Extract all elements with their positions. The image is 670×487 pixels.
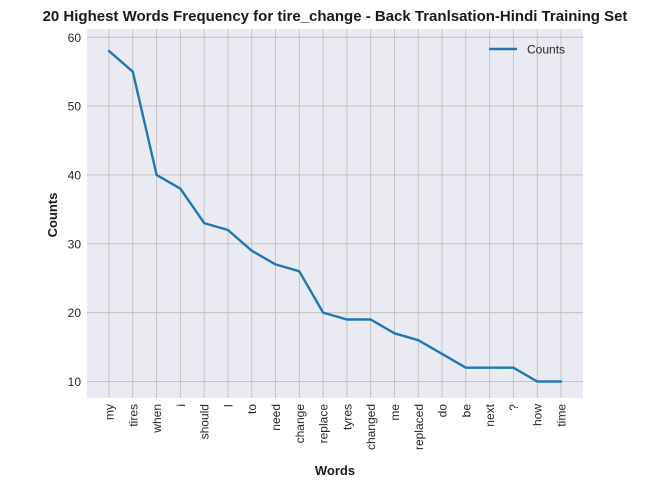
y-tick-label: 20 xyxy=(68,306,82,320)
plot-area xyxy=(87,29,583,398)
x-tick-label: ? xyxy=(507,404,521,411)
series-line-counts xyxy=(107,49,563,383)
x-tick-label: to xyxy=(245,404,259,414)
x-tick-label: my xyxy=(103,404,117,420)
y-tick-label: 50 xyxy=(68,100,82,114)
chart-title: 20 Highest Words Frequency for tire_chan… xyxy=(43,8,628,25)
y-tick-label: 10 xyxy=(68,375,82,389)
x-tick-label: next xyxy=(483,403,497,426)
x-tick-label: need xyxy=(269,404,283,431)
x-tick-label: when xyxy=(150,404,164,434)
series-layer xyxy=(107,49,563,383)
x-tick-label: be xyxy=(459,404,473,418)
x-tick-label: I xyxy=(221,404,235,407)
x-tick-label: do xyxy=(436,404,450,418)
legend-label: Counts xyxy=(527,43,565,57)
x-tick-label: should xyxy=(198,404,212,439)
x-axis-label: Words xyxy=(315,463,355,478)
y-tick-label: 40 xyxy=(68,168,82,182)
y-axis-ticks: 10 20 30 40 50 60 xyxy=(68,31,82,389)
x-tick-label: tyres xyxy=(340,404,354,430)
y-tick-label: 30 xyxy=(68,237,82,251)
x-tick-label: time xyxy=(555,404,569,427)
y-axis-label: Counts xyxy=(45,193,60,238)
y-tick-label: 60 xyxy=(68,31,82,45)
x-tick-label: changed xyxy=(364,404,378,450)
x-tick-label: me xyxy=(388,404,402,421)
x-tick-label: i xyxy=(174,404,188,407)
x-tick-label: change xyxy=(293,404,307,444)
x-tick-label: how xyxy=(531,404,545,426)
x-tick-label: replaced xyxy=(412,404,426,450)
grid xyxy=(87,29,583,398)
x-tick-label: tires xyxy=(126,404,140,427)
x-tick-label: replace xyxy=(317,404,331,444)
legend: Counts xyxy=(489,43,565,57)
